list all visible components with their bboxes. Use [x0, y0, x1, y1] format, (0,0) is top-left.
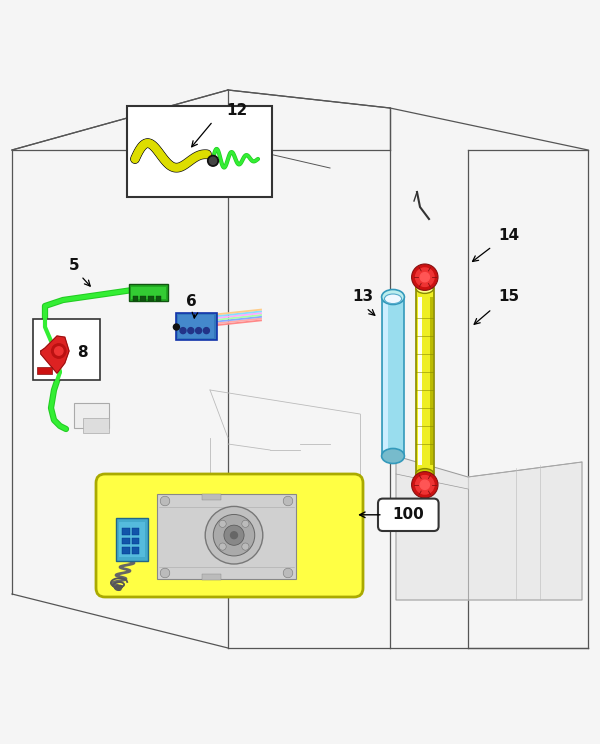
- Circle shape: [203, 327, 209, 333]
- FancyBboxPatch shape: [202, 574, 221, 580]
- Bar: [418, 474, 432, 480]
- Circle shape: [230, 532, 238, 539]
- Circle shape: [283, 496, 293, 506]
- Ellipse shape: [385, 294, 401, 304]
- Polygon shape: [396, 456, 582, 600]
- Bar: [383, 303, 388, 450]
- FancyBboxPatch shape: [33, 319, 100, 379]
- Circle shape: [196, 327, 202, 333]
- FancyBboxPatch shape: [378, 498, 439, 531]
- Circle shape: [55, 347, 63, 355]
- Circle shape: [160, 568, 170, 578]
- Bar: [122, 547, 130, 554]
- Circle shape: [412, 264, 438, 290]
- Circle shape: [420, 272, 430, 282]
- Text: 12: 12: [226, 103, 248, 118]
- Text: 15: 15: [498, 289, 519, 304]
- Bar: [133, 296, 138, 301]
- FancyBboxPatch shape: [74, 403, 109, 429]
- Circle shape: [224, 525, 244, 545]
- Circle shape: [420, 480, 430, 490]
- Text: 13: 13: [353, 289, 374, 304]
- Ellipse shape: [382, 449, 404, 464]
- Bar: [418, 282, 432, 288]
- Bar: [140, 296, 146, 301]
- Circle shape: [208, 155, 218, 166]
- FancyBboxPatch shape: [116, 519, 148, 561]
- Circle shape: [219, 543, 226, 551]
- Bar: [156, 296, 161, 301]
- Text: 14: 14: [498, 228, 519, 243]
- Circle shape: [242, 520, 249, 527]
- Text: 5: 5: [69, 258, 80, 273]
- Circle shape: [416, 475, 434, 494]
- Circle shape: [412, 472, 438, 498]
- Bar: [122, 528, 130, 535]
- FancyBboxPatch shape: [83, 417, 109, 433]
- Ellipse shape: [416, 469, 434, 479]
- Circle shape: [188, 327, 194, 333]
- Bar: [132, 538, 139, 544]
- Text: 6: 6: [186, 294, 197, 309]
- Circle shape: [160, 496, 170, 506]
- Circle shape: [52, 344, 66, 358]
- FancyBboxPatch shape: [157, 495, 296, 579]
- Text: 8: 8: [77, 345, 88, 360]
- Bar: [382, 297, 404, 456]
- Bar: [129, 284, 168, 301]
- Circle shape: [209, 157, 217, 164]
- Circle shape: [242, 543, 249, 551]
- Bar: [122, 538, 130, 544]
- FancyBboxPatch shape: [127, 106, 272, 197]
- Circle shape: [173, 324, 179, 330]
- Ellipse shape: [416, 283, 434, 293]
- FancyBboxPatch shape: [96, 474, 363, 597]
- FancyBboxPatch shape: [176, 312, 217, 340]
- Polygon shape: [41, 336, 69, 373]
- Bar: [132, 528, 139, 535]
- FancyBboxPatch shape: [178, 315, 214, 338]
- FancyBboxPatch shape: [202, 495, 221, 501]
- Bar: [418, 297, 422, 465]
- Bar: [148, 296, 154, 301]
- Circle shape: [283, 568, 293, 578]
- Circle shape: [180, 327, 186, 333]
- FancyBboxPatch shape: [119, 522, 145, 557]
- Circle shape: [213, 514, 255, 556]
- Bar: [131, 286, 166, 299]
- Ellipse shape: [382, 289, 404, 304]
- Bar: [430, 297, 433, 465]
- Text: 100: 100: [392, 507, 424, 522]
- Bar: [132, 547, 139, 554]
- Bar: [37, 367, 52, 373]
- Circle shape: [219, 520, 226, 527]
- Circle shape: [416, 268, 434, 286]
- Bar: [416, 288, 434, 474]
- Circle shape: [205, 507, 263, 564]
